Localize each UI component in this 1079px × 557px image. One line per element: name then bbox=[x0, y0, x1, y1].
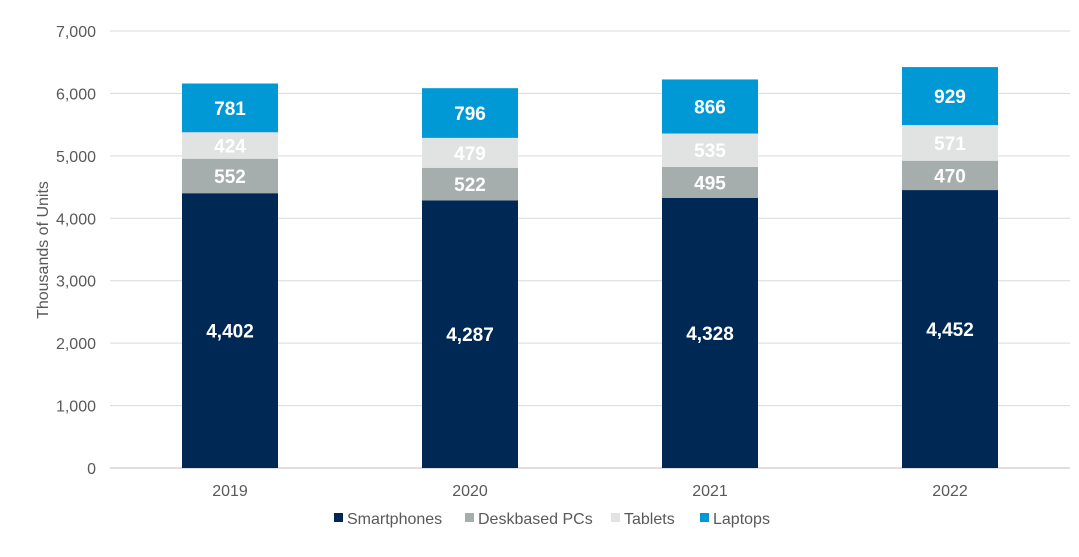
legend-item: Laptops bbox=[700, 511, 770, 528]
legend-label: Deskbased PCs bbox=[478, 511, 593, 528]
x-tick-label: 2020 bbox=[452, 483, 488, 500]
data-label: 796 bbox=[454, 104, 486, 125]
bar-segment bbox=[422, 137, 518, 168]
bar-segment bbox=[182, 132, 278, 159]
y-tick-label: 7,000 bbox=[56, 24, 96, 41]
bar-segment bbox=[902, 190, 998, 468]
legend-swatch bbox=[465, 513, 474, 522]
legend-item: Smartphones bbox=[334, 511, 442, 528]
bar-segment bbox=[662, 166, 758, 198]
legend-item: Deskbased PCs bbox=[465, 511, 593, 528]
data-label: 495 bbox=[694, 173, 726, 194]
y-tick-label: 6,000 bbox=[56, 86, 96, 103]
bar-segment bbox=[422, 200, 518, 468]
y-tick-label: 3,000 bbox=[56, 274, 96, 291]
bar-segment bbox=[662, 79, 758, 134]
data-label: 535 bbox=[694, 141, 726, 162]
data-label: 781 bbox=[214, 99, 246, 120]
data-label: 479 bbox=[454, 144, 486, 165]
data-label: 552 bbox=[214, 167, 246, 188]
bar-segment bbox=[422, 88, 518, 138]
data-label: 4,452 bbox=[926, 320, 974, 341]
bar-segment bbox=[902, 160, 998, 191]
legend-label: Laptops bbox=[713, 511, 770, 528]
x-tick-label: 2022 bbox=[932, 483, 968, 500]
bar-segment bbox=[182, 158, 278, 194]
data-label: 522 bbox=[454, 175, 486, 196]
y-tick-label: 5,000 bbox=[56, 149, 96, 166]
y-axis-label: Thousands of Units bbox=[35, 181, 52, 319]
data-label: 929 bbox=[934, 87, 966, 108]
data-label: 4,402 bbox=[206, 322, 254, 343]
legend-label: Tablets bbox=[624, 511, 675, 528]
data-label: 571 bbox=[934, 134, 966, 155]
y-tick-label: 4,000 bbox=[56, 211, 96, 228]
legend-swatch bbox=[611, 513, 620, 522]
bar-segment bbox=[662, 133, 758, 167]
bar-segment bbox=[902, 67, 998, 126]
x-tick-label: 2019 bbox=[212, 483, 248, 500]
bar-segment bbox=[182, 83, 278, 133]
y-tick-label: 1,000 bbox=[56, 399, 96, 416]
legend-swatch bbox=[334, 513, 343, 522]
data-label: 424 bbox=[214, 136, 246, 157]
y-tick-label: 0 bbox=[87, 461, 96, 478]
data-label: 470 bbox=[934, 166, 966, 187]
legend-swatch bbox=[700, 513, 709, 522]
x-tick-label: 2021 bbox=[692, 483, 728, 500]
legend-item: Tablets bbox=[611, 511, 675, 528]
bar-segment bbox=[182, 193, 278, 468]
bar-segment bbox=[422, 167, 518, 201]
data-label: 866 bbox=[694, 97, 726, 118]
data-label: 4,287 bbox=[446, 325, 494, 346]
bar-segment bbox=[662, 197, 758, 468]
y-tick-label: 2,000 bbox=[56, 336, 96, 353]
legend-label: Smartphones bbox=[347, 511, 442, 528]
bar-segment bbox=[902, 125, 998, 161]
data-label: 4,328 bbox=[686, 324, 734, 345]
